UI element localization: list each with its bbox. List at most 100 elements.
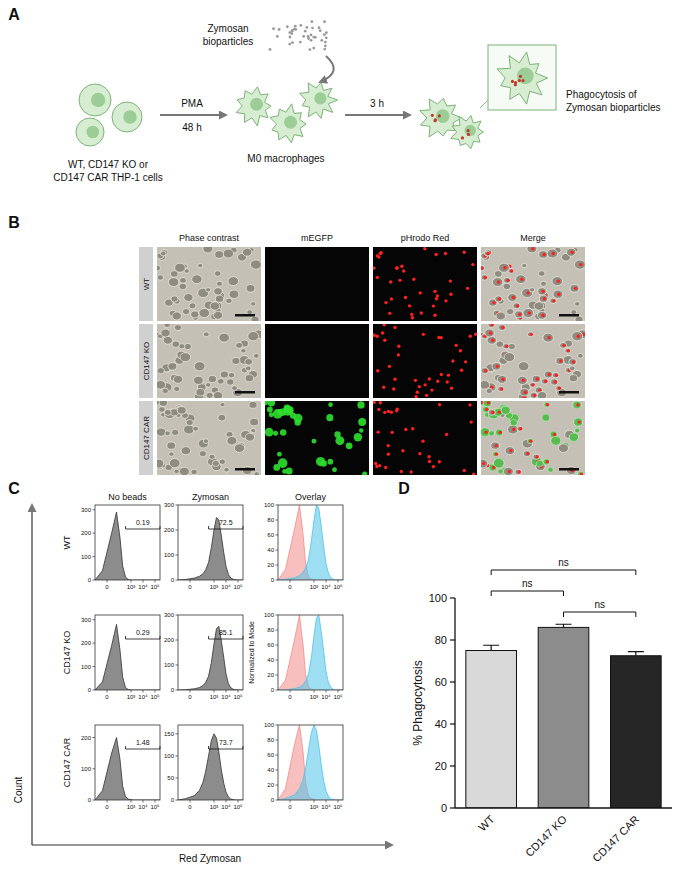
gate-percent: 85.1 xyxy=(219,629,233,636)
gate-percent: 0.29 xyxy=(136,629,150,636)
red-signal xyxy=(438,403,441,406)
x-tick xyxy=(214,800,215,803)
scale-bar xyxy=(235,391,255,394)
row-label: WT xyxy=(142,278,151,291)
particle xyxy=(308,48,311,51)
green-signal xyxy=(570,433,578,441)
plot-background xyxy=(95,615,160,690)
x-tick xyxy=(325,690,326,693)
y-tick-label: 0 xyxy=(88,687,92,693)
red-signal xyxy=(572,360,575,363)
cell xyxy=(198,439,208,448)
cell xyxy=(538,271,545,277)
cell xyxy=(191,469,197,474)
cell xyxy=(539,251,548,259)
cell xyxy=(157,265,161,271)
panel-c: CNo beadsZymosanOverlayWTCD147 KOCD147 C… xyxy=(8,480,392,864)
plot-area xyxy=(278,615,343,690)
red-signal xyxy=(562,344,565,347)
significance-label: ns xyxy=(558,557,569,568)
x-tick xyxy=(107,800,108,803)
gate-percent: 73.7 xyxy=(219,739,233,746)
red-signal xyxy=(440,373,443,376)
image-background xyxy=(373,401,477,475)
x-tick xyxy=(107,580,108,583)
red-signal xyxy=(420,311,423,314)
red-signal xyxy=(541,314,544,317)
column-header: Phase contrast xyxy=(179,233,240,243)
cell xyxy=(163,336,172,344)
cell xyxy=(248,332,259,341)
particle xyxy=(314,36,317,39)
particle xyxy=(276,35,279,38)
red-signal xyxy=(505,345,508,348)
x-tick-label: 10⁵ xyxy=(333,804,343,810)
y-tick-label: 300 xyxy=(164,502,175,508)
green-signal xyxy=(279,409,287,417)
green-signal xyxy=(359,428,364,433)
significance-label: ns xyxy=(522,578,533,589)
red-signal xyxy=(552,299,555,302)
micrograph xyxy=(265,324,369,398)
comparison-bracket xyxy=(491,570,636,575)
histogram-line xyxy=(178,734,243,800)
red-signal xyxy=(577,334,580,337)
cell xyxy=(507,309,514,315)
red-signal xyxy=(559,359,562,362)
green-signal xyxy=(578,472,583,475)
cell xyxy=(503,283,511,290)
cell xyxy=(575,302,580,306)
cell xyxy=(520,388,529,396)
red-signal xyxy=(391,431,394,434)
red-signal xyxy=(555,373,558,376)
green-signal xyxy=(357,401,364,408)
x-tick-label: 10⁴ xyxy=(221,804,231,810)
cell xyxy=(184,294,193,302)
image-background xyxy=(373,247,477,321)
red-signal xyxy=(471,263,474,266)
plot-frame xyxy=(278,505,343,580)
cell xyxy=(196,388,205,396)
cell xyxy=(550,379,558,385)
cell xyxy=(245,359,253,366)
x-tick xyxy=(290,690,291,693)
figure: AZymosanbioparticlesWT, CD147 KO orCD147… xyxy=(0,0,685,887)
y-tick xyxy=(93,643,96,644)
red-signal xyxy=(541,290,544,293)
panel-d: D020406080100WTCD147 KOCD147 CAR% Phagoc… xyxy=(398,480,672,864)
red-signal xyxy=(383,411,386,414)
y-tick-label: 200 xyxy=(81,530,92,536)
flow-histogram: 0100200300010³10⁴10⁵0.29 xyxy=(81,615,160,700)
red-signal xyxy=(501,378,504,381)
cell xyxy=(537,392,546,398)
nucleus xyxy=(517,67,534,84)
red-signal xyxy=(498,297,501,300)
x-tick xyxy=(325,800,326,803)
red-signal xyxy=(490,324,493,327)
y-tick xyxy=(93,619,96,620)
green-signal xyxy=(574,418,582,426)
cell xyxy=(485,250,492,256)
x-tick-label: 10⁵ xyxy=(233,804,243,810)
micrograph xyxy=(373,401,477,475)
cell xyxy=(481,381,490,390)
cell xyxy=(540,281,546,286)
y-tick xyxy=(176,580,179,581)
red-signal xyxy=(445,433,448,436)
red-signal xyxy=(450,386,453,389)
particle xyxy=(467,133,470,136)
red-signal xyxy=(384,466,387,469)
cell xyxy=(552,372,558,377)
area-fill xyxy=(278,725,343,800)
cell xyxy=(245,366,251,371)
y-tick-label: 20 xyxy=(267,782,274,788)
red-signal xyxy=(449,279,452,282)
micrograph xyxy=(265,247,369,321)
cell xyxy=(168,363,177,370)
red-signal xyxy=(373,266,376,269)
red-signal xyxy=(510,269,513,272)
cell xyxy=(513,303,520,309)
red-signal xyxy=(411,427,414,430)
column-header: Zymosan xyxy=(192,492,229,502)
red-signal xyxy=(433,290,436,293)
